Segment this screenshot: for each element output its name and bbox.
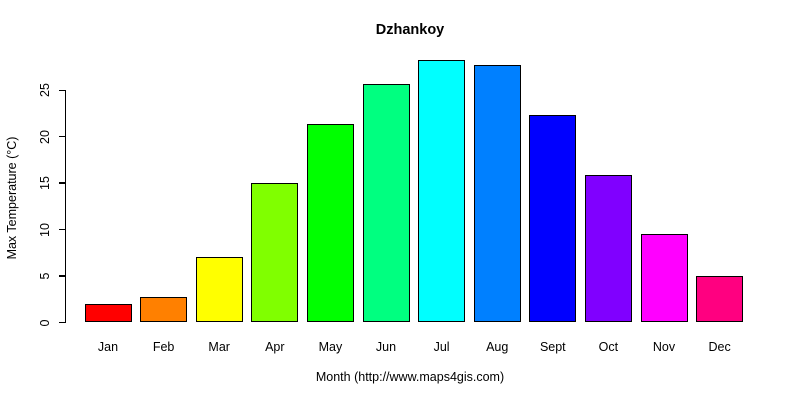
x-tick-label-dec: Dec xyxy=(708,340,731,354)
y-tick xyxy=(58,275,65,277)
x-tick-label-may: May xyxy=(318,340,343,354)
y-tick-label: 20 xyxy=(38,129,52,144)
y-axis-line xyxy=(64,89,66,324)
y-tick xyxy=(58,135,65,138)
bar-nov xyxy=(640,234,688,323)
bar-may xyxy=(306,123,354,323)
bar-mar xyxy=(195,256,243,323)
chart-title: Dzhankoy xyxy=(375,22,445,38)
x-tick-label-apr: Apr xyxy=(265,340,285,354)
y-tick-label: 25 xyxy=(38,83,52,98)
y-tick xyxy=(58,89,65,91)
bar-apr xyxy=(251,183,299,323)
y-tick xyxy=(58,182,65,184)
bar-sept xyxy=(529,115,577,323)
y-tick-label: 5 xyxy=(38,272,52,280)
y-tick-label: 15 xyxy=(38,176,52,191)
x-tick-label-jan: Jan xyxy=(97,340,119,354)
bar-feb xyxy=(140,297,188,323)
x-tick-label-feb: Feb xyxy=(152,340,175,354)
x-tick-label-sept: Sept xyxy=(539,340,566,354)
bar-jan xyxy=(84,303,132,323)
x-tick-label-jul: Jul xyxy=(433,340,450,354)
x-axis-title: Month (http://www.maps4gis.com) xyxy=(315,370,505,384)
y-tick xyxy=(58,321,65,324)
y-axis-title: Max Temperature (°C) xyxy=(5,136,19,260)
bar-oct xyxy=(584,174,632,323)
y-tick-label: 10 xyxy=(38,222,52,237)
bar-jun xyxy=(362,83,410,323)
x-tick-label-nov: Nov xyxy=(652,340,676,354)
x-tick-label-mar: Mar xyxy=(208,340,230,354)
bar-jul xyxy=(418,59,466,323)
x-tick-label-aug: Aug xyxy=(486,340,509,354)
bar-aug xyxy=(473,65,521,323)
x-tick-label-jun: Jun xyxy=(375,340,397,354)
x-tick-label-oct: Oct xyxy=(598,340,619,354)
y-tick xyxy=(58,228,65,231)
bar-dec xyxy=(696,276,744,323)
y-tick-label: 0 xyxy=(38,319,52,326)
